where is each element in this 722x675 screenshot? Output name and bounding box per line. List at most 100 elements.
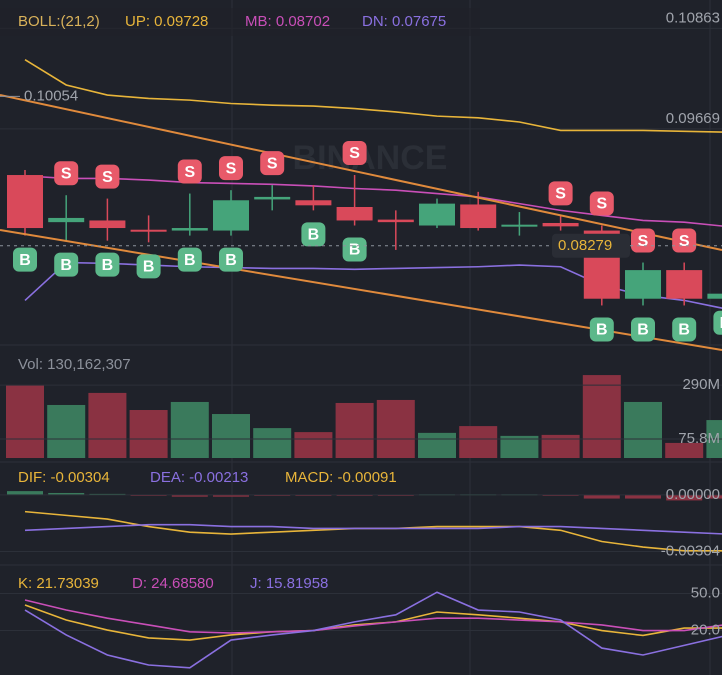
sell-signal-label: S	[226, 160, 237, 177]
watermark: BINANCE	[293, 139, 448, 177]
candle-body	[130, 229, 167, 232]
volume-bar	[376, 399, 415, 458]
dea-line	[24, 523, 722, 535]
y-tick-label: 20.0	[691, 621, 720, 638]
volume-bar	[47, 404, 86, 458]
sell-signal	[54, 161, 79, 186]
buy-signal-label: B	[19, 252, 31, 269]
sell-signal-label: S	[555, 186, 566, 203]
volume-bar	[335, 402, 374, 458]
candle-body	[295, 200, 332, 206]
sell-signal	[631, 228, 655, 253]
dea-label: DEA: -0.00213	[150, 469, 248, 486]
macd-bar	[171, 494, 208, 497]
candle-body	[501, 224, 538, 227]
sell-signal-label: S	[267, 155, 278, 172]
boll_mb-line	[24, 175, 722, 227]
y-tick-label: 50.0	[691, 584, 720, 601]
sell-signal-label: S	[184, 164, 195, 181]
volume-bar	[129, 410, 168, 458]
buy-signal-label: B	[678, 322, 690, 339]
buy-signal	[177, 247, 202, 272]
sell-signal-label: S	[679, 233, 690, 250]
volume-bar	[253, 428, 292, 458]
trend-line	[0, 94, 722, 251]
candle-body	[419, 203, 455, 226]
sell-signal	[342, 141, 367, 166]
buy-signal	[672, 317, 697, 342]
buy-signal	[136, 254, 161, 279]
sell-signal	[589, 191, 614, 216]
candle-body	[48, 217, 85, 223]
y-tick-label: 75.8M	[678, 430, 720, 447]
y-tick-label: -0.00304	[661, 543, 720, 560]
candle-body	[625, 270, 661, 299]
buy-signal	[54, 252, 79, 277]
sell-signal-label: S	[102, 169, 113, 186]
buy-signal-label: B	[720, 315, 722, 332]
buy-signal	[713, 310, 722, 335]
buy-signal	[219, 247, 243, 272]
candle-body	[377, 219, 414, 223]
buy-signal-label: B	[637, 322, 649, 339]
sell-signal	[95, 164, 120, 189]
dif-label: DIF: -0.00304	[18, 469, 110, 486]
last-price-label: 0.08279	[558, 237, 612, 254]
candle-body	[89, 220, 126, 229]
y-tick-label: 0.00000	[666, 486, 720, 503]
sell-signal-label: S	[638, 233, 649, 250]
candle-body	[460, 204, 497, 229]
j-line	[24, 591, 722, 669]
buy-signal-label: B	[184, 252, 196, 269]
volume-bar	[294, 432, 333, 458]
volume-bar	[88, 392, 127, 458]
y-tick-label: 290M	[682, 376, 720, 393]
volume-bar	[418, 432, 456, 458]
volume-bar	[459, 426, 498, 458]
sell-signal	[672, 228, 697, 253]
macd-bar	[583, 494, 620, 499]
candle-body	[707, 293, 722, 299]
volume-bar	[6, 385, 44, 458]
buy-signal-label: B	[596, 322, 608, 339]
boll-label: BOLL:(21,2)	[18, 13, 100, 30]
candle-body	[666, 270, 703, 299]
boll-up-label: UP: 0.09728	[125, 13, 208, 30]
j-label: J: 15.81958	[250, 575, 328, 592]
sell-signal	[177, 159, 202, 184]
sell-signal-label: S	[61, 165, 72, 182]
boll_up-line	[24, 59, 722, 133]
candle-body	[213, 200, 249, 231]
buy-signal	[631, 317, 655, 342]
macd-label: MACD: -0.00091	[285, 469, 397, 486]
boll-mb-label: MB: 0.08702	[245, 13, 330, 30]
volume-bar	[170, 401, 209, 458]
buy-signal-label: B	[349, 242, 361, 259]
candle-body	[171, 228, 208, 231]
volume-bar	[624, 401, 662, 458]
sell-signal	[219, 156, 243, 181]
volume-bar	[665, 442, 704, 458]
candle-body	[7, 175, 43, 229]
volume-bar	[541, 434, 580, 458]
volume-label: Vol: 130,162,307	[18, 356, 131, 373]
buy-signal-label: B	[102, 257, 114, 274]
volume-bar	[582, 375, 621, 458]
boll-dn-label: DN: 0.07675	[362, 13, 446, 30]
d-line	[24, 599, 722, 634]
sell-signal	[548, 181, 573, 206]
macd-bar	[7, 491, 43, 495]
buy-signal-label: B	[225, 252, 237, 269]
legend-bg	[0, 8, 480, 36]
sell-signal	[260, 151, 285, 176]
buy-signal	[95, 252, 120, 277]
macd-bar	[707, 494, 722, 499]
candle-body	[336, 207, 373, 221]
buy-signal	[301, 222, 326, 247]
volume-bar	[500, 435, 539, 458]
sell-signal-label: S	[349, 145, 360, 162]
max-price-label: 0.10054	[24, 87, 78, 104]
